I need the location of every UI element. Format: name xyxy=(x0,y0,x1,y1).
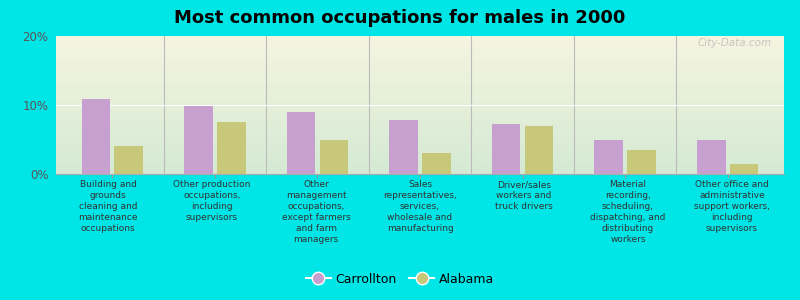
Bar xyxy=(594,140,623,174)
Bar xyxy=(319,140,348,174)
Bar xyxy=(627,150,656,174)
Text: Material
recording,
scheduling,
dispatching, and
distributing
workers: Material recording, scheduling, dispatch… xyxy=(590,180,666,244)
Bar xyxy=(390,120,418,174)
Bar xyxy=(422,153,450,174)
Bar xyxy=(697,140,726,174)
Text: Other
management
occupations,
except farmers
and farm
managers: Other management occupations, except far… xyxy=(282,180,350,244)
Text: Sales
representatives,
services,
wholesale and
manufacturing: Sales representatives, services, wholesa… xyxy=(383,180,457,233)
Bar xyxy=(286,112,315,174)
Text: City-Data.com: City-Data.com xyxy=(698,38,772,47)
Text: Building and
grounds
cleaning and
maintenance
occupations: Building and grounds cleaning and mainte… xyxy=(78,180,138,233)
Bar xyxy=(184,106,213,174)
Legend: Carrollton, Alabama: Carrollton, Alabama xyxy=(301,268,499,291)
Bar xyxy=(730,164,758,174)
Text: Most common occupations for males in 2000: Most common occupations for males in 200… xyxy=(174,9,626,27)
Bar xyxy=(492,124,521,174)
Bar xyxy=(217,122,246,174)
Bar xyxy=(82,100,110,174)
Text: Driver/sales
workers and
truck drivers: Driver/sales workers and truck drivers xyxy=(495,180,553,211)
Text: Other production
occupations,
including
supervisors: Other production occupations, including … xyxy=(174,180,250,222)
Bar xyxy=(114,146,143,174)
Bar xyxy=(525,126,554,174)
Text: Other office and
administrative
support workers,
including
supervisors: Other office and administrative support … xyxy=(694,180,770,233)
